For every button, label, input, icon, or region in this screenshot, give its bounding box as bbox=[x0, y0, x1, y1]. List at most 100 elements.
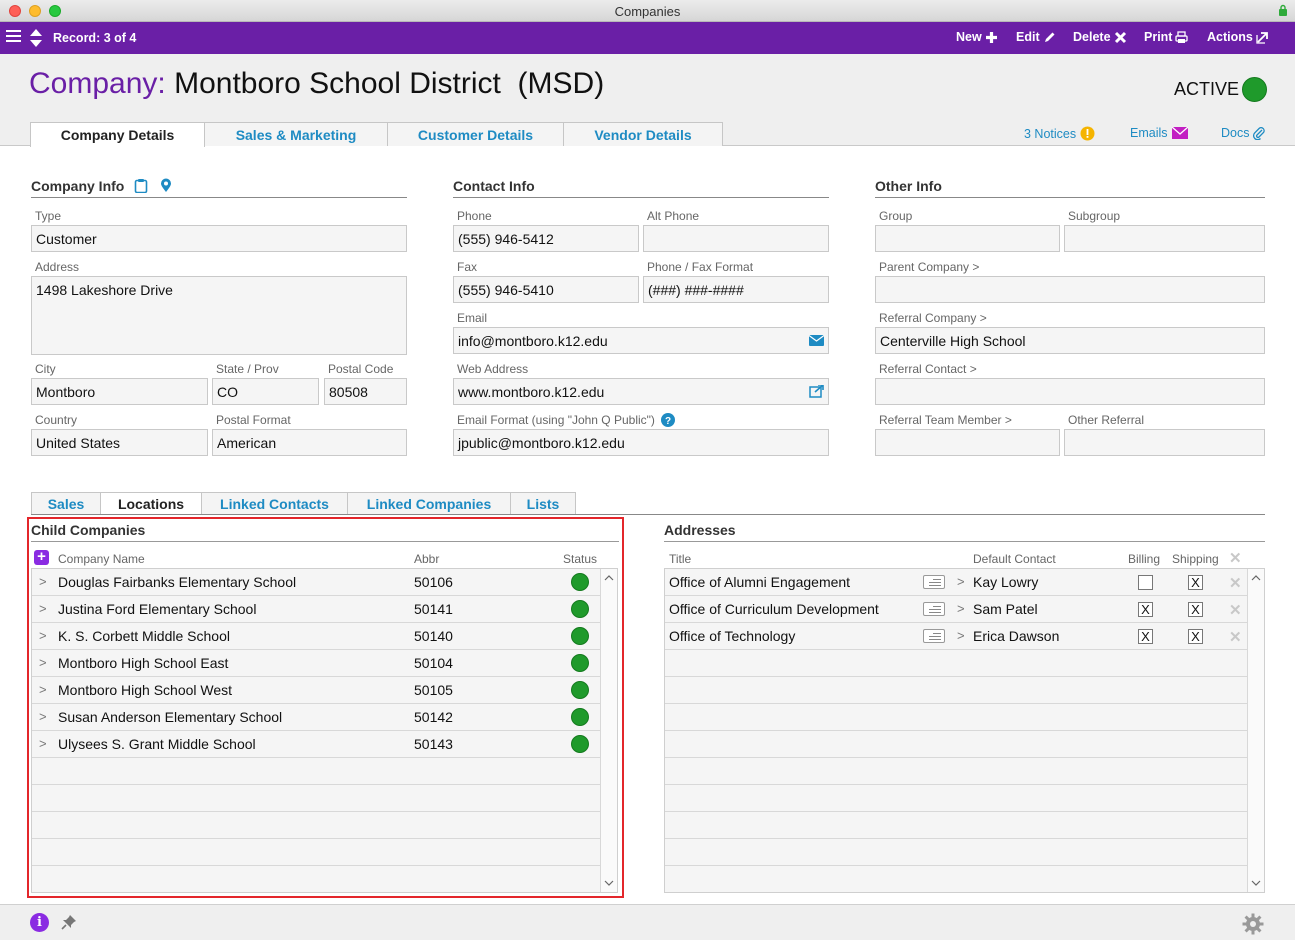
table-row[interactable]: > Ulysees S. Grant Middle School 50143 bbox=[32, 731, 601, 758]
web-address-field[interactable]: www.montboro.k12.edu bbox=[453, 378, 829, 405]
subgroup-field[interactable] bbox=[1064, 225, 1265, 252]
addresses-scrollbar[interactable] bbox=[1247, 569, 1264, 892]
column-abbr[interactable]: Abbr bbox=[414, 552, 440, 566]
table-row[interactable]: Office of Technology > Erica Dawson X X … bbox=[665, 623, 1248, 650]
tab-company-details[interactable]: Company Details bbox=[30, 122, 205, 147]
state-field[interactable]: CO bbox=[212, 378, 319, 405]
phone-format-field[interactable]: (###) ###-#### bbox=[643, 276, 829, 303]
column-status[interactable]: Status bbox=[563, 552, 598, 566]
type-field[interactable]: Customer bbox=[31, 225, 407, 252]
row-chevron-icon[interactable]: > bbox=[39, 574, 47, 589]
docs-link[interactable]: Docs bbox=[1221, 126, 1266, 140]
table-row[interactable]: > K. S. Corbett Middle School 50140 bbox=[32, 623, 601, 650]
edit-button[interactable]: Edit bbox=[1016, 30, 1056, 44]
help-icon[interactable]: ? bbox=[660, 413, 675, 427]
scroll-down-icon[interactable] bbox=[604, 878, 614, 888]
tab-sales-marketing[interactable]: Sales & Marketing bbox=[204, 122, 388, 146]
tab-sales[interactable]: Sales bbox=[31, 492, 101, 515]
actions-button[interactable]: Actions bbox=[1207, 30, 1269, 44]
table-row[interactable]: Office of Alumni Engagement > Kay Lowry … bbox=[665, 569, 1248, 596]
referral-contact-field[interactable] bbox=[875, 378, 1265, 405]
record-navigation-icon[interactable] bbox=[29, 28, 43, 48]
referral-team-field[interactable] bbox=[875, 429, 1060, 456]
city-field[interactable]: Montboro bbox=[31, 378, 208, 405]
print-button[interactable]: Print bbox=[1144, 30, 1189, 44]
delete-row-icon[interactable]: ✕ bbox=[1229, 602, 1242, 619]
row-chevron-icon[interactable]: > bbox=[39, 709, 47, 724]
other-referral-field[interactable] bbox=[1064, 429, 1265, 456]
referral-team-label[interactable]: Referral Team Member > bbox=[879, 413, 1012, 427]
table-row[interactable]: > Susan Anderson Elementary School 50142 bbox=[32, 704, 601, 731]
column-billing[interactable]: Billing bbox=[1128, 552, 1161, 566]
postal-code-field[interactable]: 80508 bbox=[324, 378, 407, 405]
row-chevron-icon[interactable]: > bbox=[39, 601, 47, 616]
tab-lists[interactable]: Lists bbox=[510, 492, 576, 515]
menu-icon[interactable] bbox=[6, 30, 21, 44]
open-link-icon[interactable] bbox=[809, 385, 824, 398]
new-button[interactable]: New bbox=[956, 30, 998, 44]
table-row[interactable]: > Douglas Fairbanks Elementary School 50… bbox=[32, 569, 601, 596]
send-email-icon[interactable] bbox=[809, 334, 824, 347]
contact-chevron-icon[interactable]: > bbox=[957, 601, 965, 616]
map-pin-icon[interactable] bbox=[160, 178, 172, 193]
column-shipping[interactable]: Shipping bbox=[1172, 552, 1219, 566]
phone-field[interactable]: (555) 946-5412 bbox=[453, 225, 639, 252]
referral-company-field[interactable]: Centerville High School bbox=[875, 327, 1265, 354]
email-field[interactable]: info@montboro.k12.edu bbox=[453, 327, 829, 354]
email-format-field[interactable]: jpublic@montboro.k12.edu bbox=[453, 429, 829, 456]
address-card-icon[interactable] bbox=[923, 575, 945, 589]
gear-icon[interactable] bbox=[1242, 913, 1264, 935]
notices-link[interactable]: 3 Notices bbox=[1024, 126, 1095, 141]
address-card-icon[interactable] bbox=[923, 602, 945, 616]
table-row[interactable]: > Montboro High School East 50104 bbox=[32, 650, 601, 677]
referral-contact-label[interactable]: Referral Contact > bbox=[879, 362, 977, 376]
column-company-name[interactable]: Company Name bbox=[58, 552, 145, 566]
row-chevron-icon[interactable]: > bbox=[39, 628, 47, 643]
row-chevron-icon[interactable]: > bbox=[39, 655, 47, 670]
shipping-checkbox[interactable]: X bbox=[1188, 629, 1203, 644]
delete-row-icon[interactable]: ✕ bbox=[1229, 629, 1242, 646]
close-window-button[interactable] bbox=[9, 5, 21, 17]
table-row[interactable]: > Justina Ford Elementary School 50141 bbox=[32, 596, 601, 623]
billing-checkbox[interactable]: X bbox=[1138, 629, 1153, 644]
shipping-checkbox[interactable]: X bbox=[1188, 575, 1203, 590]
row-chevron-icon[interactable]: > bbox=[39, 682, 47, 697]
tab-locations[interactable]: Locations bbox=[100, 492, 202, 515]
tab-linked-contacts[interactable]: Linked Contacts bbox=[201, 492, 348, 515]
add-child-company-button[interactable]: + bbox=[34, 549, 49, 565]
address-card-icon[interactable] bbox=[923, 629, 945, 643]
scroll-up-icon[interactable] bbox=[1251, 573, 1261, 583]
tab-customer-details[interactable]: Customer Details bbox=[387, 122, 564, 146]
parent-company-field[interactable] bbox=[875, 276, 1265, 303]
alt-phone-field[interactable] bbox=[643, 225, 829, 252]
emails-link[interactable]: Emails bbox=[1130, 126, 1188, 140]
postal-format-field[interactable]: American bbox=[212, 429, 407, 456]
minimize-window-button[interactable] bbox=[29, 5, 41, 17]
table-row[interactable]: Office of Curriculum Development > Sam P… bbox=[665, 596, 1248, 623]
billing-checkbox[interactable] bbox=[1138, 575, 1153, 590]
fax-field[interactable]: (555) 946-5410 bbox=[453, 276, 639, 303]
delete-row-icon[interactable]: ✕ bbox=[1229, 575, 1242, 592]
row-chevron-icon[interactable]: > bbox=[39, 736, 47, 751]
pin-icon[interactable] bbox=[61, 914, 77, 930]
billing-checkbox[interactable]: X bbox=[1138, 602, 1153, 617]
contact-chevron-icon[interactable]: > bbox=[957, 574, 965, 589]
contact-chevron-icon[interactable]: > bbox=[957, 628, 965, 643]
table-row[interactable]: > Montboro High School West 50105 bbox=[32, 677, 601, 704]
tab-linked-companies[interactable]: Linked Companies bbox=[347, 492, 511, 515]
shipping-checkbox[interactable]: X bbox=[1188, 602, 1203, 617]
column-default-contact[interactable]: Default Contact bbox=[973, 552, 1056, 566]
scroll-down-icon[interactable] bbox=[1251, 878, 1261, 888]
parent-company-label[interactable]: Parent Company > bbox=[879, 260, 980, 274]
child-companies-scrollbar[interactable] bbox=[600, 569, 617, 892]
group-field[interactable] bbox=[875, 225, 1060, 252]
scroll-up-icon[interactable] bbox=[604, 573, 614, 583]
address-field[interactable]: 1498 Lakeshore Drive bbox=[31, 276, 407, 355]
info-icon[interactable]: i bbox=[30, 913, 49, 932]
referral-company-label[interactable]: Referral Company > bbox=[879, 311, 987, 325]
tab-vendor-details[interactable]: Vendor Details bbox=[563, 122, 723, 146]
column-title[interactable]: Title bbox=[669, 552, 692, 566]
country-field[interactable]: United States bbox=[31, 429, 208, 456]
maximize-window-button[interactable] bbox=[49, 5, 61, 17]
clipboard-icon[interactable] bbox=[134, 178, 148, 194]
